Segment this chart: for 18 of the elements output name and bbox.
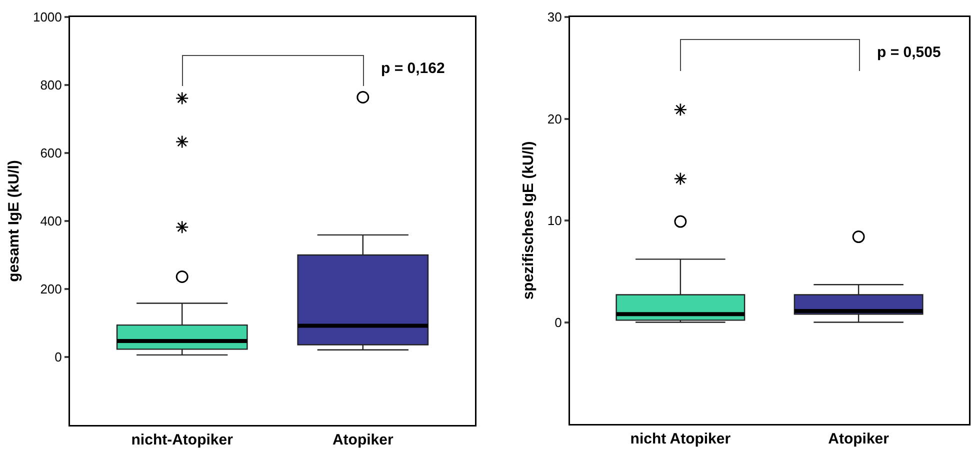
y-tick-label: 600 <box>40 146 62 161</box>
y-tick-label: 800 <box>40 78 62 93</box>
y-tick-label: 10 <box>547 213 562 228</box>
x-tick-label: Atopiker <box>332 432 394 448</box>
x-tick-label: Atopiker <box>828 430 890 448</box>
x-tick-label: nicht Atopiker <box>630 430 731 448</box>
y-axis-title: gesamt IgE (kU/l) <box>5 160 22 282</box>
y-tick-label: 1000 <box>32 10 62 25</box>
y-axis-title: spezifisches IgE (kU/l) <box>520 141 537 300</box>
y-tick-label: 20 <box>547 111 562 126</box>
y-tick-label: 30 <box>547 10 562 25</box>
y-tick-label: 0 <box>554 314 562 330</box>
annotation: p = 0,162 <box>381 60 445 77</box>
annotation: p = 0,505 <box>877 44 941 61</box>
x-tick-label: nicht-Atopiker <box>131 432 234 448</box>
y-tick-label: 400 <box>40 214 62 229</box>
y-tick-label: 0 <box>54 350 62 365</box>
y-tick-label: 200 <box>40 282 62 297</box>
